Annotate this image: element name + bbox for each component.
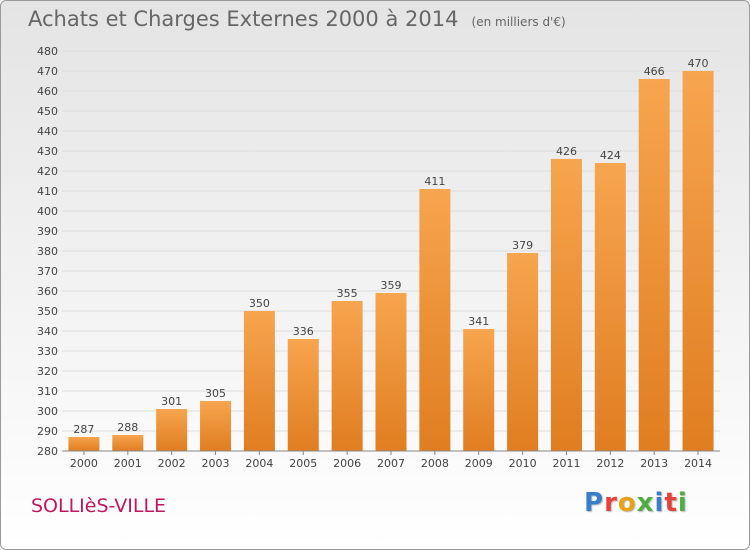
y-tick-label: 300: [37, 405, 58, 418]
y-tick-label: 350: [37, 305, 58, 318]
bar-2005: [287, 339, 319, 451]
bar-2011: [550, 159, 582, 451]
logo-letter: i: [677, 488, 688, 518]
bar-2001: [112, 435, 144, 451]
bar-2002: [156, 409, 188, 451]
x-tick-label-2003: 2003: [202, 457, 230, 470]
commune-name: SOLLIèS-VILLE: [31, 495, 167, 517]
data-label-2001: 288: [117, 421, 138, 434]
data-labels: 287 288 301 305 350 336 355 359 411 341 379 426 424 4…: [73, 57, 708, 436]
x-tick-label-2002: 2002: [158, 457, 186, 470]
y-tick-label: 280: [37, 445, 58, 458]
bar-2014: [682, 71, 714, 451]
data-label-2009: 341: [468, 315, 489, 328]
y-tick-label: 450: [37, 105, 58, 118]
x-tick-label-2011: 2011: [552, 457, 580, 470]
logo-letter: t: [664, 488, 678, 518]
data-label-2006: 355: [337, 287, 358, 300]
x-tick-label-2008: 2008: [421, 457, 449, 470]
bar-2007: [375, 293, 407, 451]
data-label-2008: 411: [424, 175, 445, 188]
chart-subtitle: (en milliers d'€): [471, 15, 566, 29]
x-tick-label-2004: 2004: [245, 457, 273, 470]
y-tick-label: 290: [37, 425, 58, 438]
data-label-2014: 470: [688, 57, 709, 70]
y-tick-label: 430: [37, 145, 58, 158]
bar-2006: [331, 301, 363, 451]
bars: [68, 71, 714, 451]
x-tick-label-2001: 2001: [114, 457, 142, 470]
x-tick-label-2007: 2007: [377, 457, 405, 470]
bar-2009: [463, 329, 495, 451]
y-tick-label: 310: [37, 385, 58, 398]
data-label-2012: 424: [600, 149, 621, 162]
y-tick-label: 320: [37, 365, 58, 378]
y-tick-label: 360: [37, 285, 58, 298]
y-tick-label: 400: [37, 205, 58, 218]
y-tick-label: 460: [37, 85, 58, 98]
data-label-2004: 350: [249, 297, 270, 310]
x-tick-label-2006: 2006: [333, 457, 361, 470]
bar-2008: [419, 189, 451, 451]
x-axis-ticks: 2000 2001 2002 2003 2004 2005 2006 2007 2008 2009…: [70, 451, 712, 470]
y-tick-label: 370: [37, 265, 58, 278]
y-tick-label: 440: [37, 125, 58, 138]
x-tick-label-2000: 2000: [70, 457, 98, 470]
y-tick-label: 340: [37, 325, 58, 338]
y-tick-label: 380: [37, 245, 58, 258]
y-axis-ticks: 280 290 300 310 320 330 340 350 360 370 380 390 400 4…: [37, 45, 58, 458]
x-tick-label-2012: 2012: [596, 457, 624, 470]
data-label-2003: 305: [205, 387, 226, 400]
y-tick-label: 410: [37, 185, 58, 198]
bar-2000: [68, 437, 100, 451]
chart-title: Achats et Charges Externes 2000 à 2014: [28, 7, 459, 31]
bar-2010: [507, 253, 539, 451]
data-label-2007: 359: [381, 279, 402, 292]
x-tick-label-2010: 2010: [509, 457, 537, 470]
y-tick-label: 420: [37, 165, 58, 178]
data-label-2013: 466: [644, 65, 665, 78]
data-label-2000: 287: [73, 423, 94, 436]
data-label-2002: 301: [161, 395, 182, 408]
data-label-2005: 336: [293, 325, 314, 338]
logo-letter: P: [584, 488, 605, 518]
bar-2003: [200, 401, 232, 451]
bar-2004: [243, 311, 275, 451]
logo-letter: r: [604, 488, 618, 518]
data-label-2010: 379: [512, 239, 533, 252]
y-tick-label: 390: [37, 225, 58, 238]
y-tick-label: 480: [37, 45, 58, 58]
logo-letter: x: [636, 488, 655, 518]
data-label-2011: 426: [556, 145, 577, 158]
y-tick-label: 330: [37, 345, 58, 358]
x-tick-label-2005: 2005: [289, 457, 317, 470]
bar-2013: [638, 79, 670, 451]
x-tick-label-2014: 2014: [684, 457, 712, 470]
title-row: Achats et Charges Externes 2000 à 2014 (…: [28, 7, 566, 31]
bar-2012: [594, 163, 626, 451]
proxiti-logo: Proxiti: [584, 488, 688, 518]
x-tick-label-2009: 2009: [465, 457, 493, 470]
logo-letter: i: [654, 488, 665, 518]
y-tick-label: 470: [37, 65, 58, 78]
x-tick-label-2013: 2013: [640, 457, 668, 470]
logo-letter: o: [617, 488, 637, 518]
